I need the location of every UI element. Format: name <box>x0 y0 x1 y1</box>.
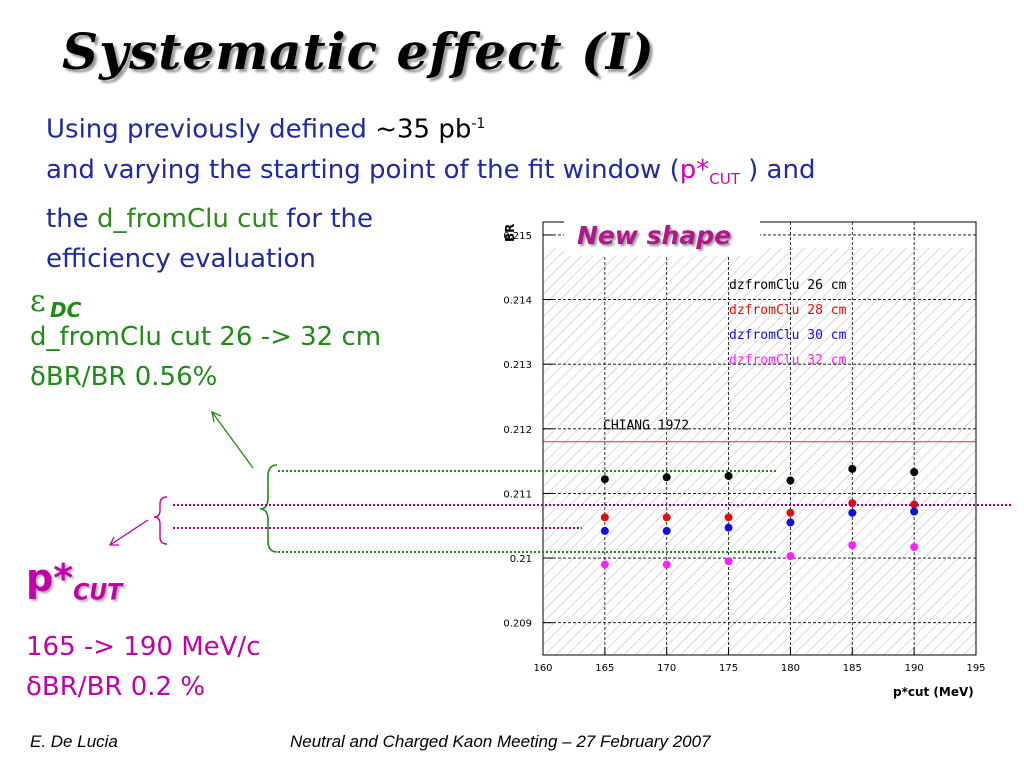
reference-line-label: CHIANG 1972 <box>603 419 689 434</box>
edc-brace <box>259 464 278 553</box>
x-tick-label: 195 <box>966 663 985 674</box>
x-tick-label: 180 <box>781 663 800 674</box>
y-tick-label: 0.21 <box>510 554 532 565</box>
y-axis-label: BR <box>503 224 517 242</box>
x-tick-label: 170 <box>657 663 676 674</box>
data-point <box>724 471 733 480</box>
data-point <box>662 560 671 569</box>
data-point <box>600 475 609 484</box>
y-tick-label: 0.214 <box>503 296 532 307</box>
plot-grid <box>543 222 976 655</box>
data-point <box>848 508 857 517</box>
edc-cut-range: d_fromClu cut 26 -> 32 cm <box>30 322 382 352</box>
y-tick-label: 0.213 <box>503 360 532 371</box>
legend-entry: dzfromClu 30 cm <box>729 328 847 343</box>
data-point <box>724 557 733 566</box>
edc-arrow <box>211 411 254 469</box>
data-point <box>662 513 671 522</box>
data-point <box>786 476 795 485</box>
legend-entry: dzfromClu 32 cm <box>729 353 847 368</box>
plot-hatch-area <box>543 248 976 655</box>
data-point <box>724 513 733 522</box>
legend-entry: dzfromClu 28 cm <box>729 303 847 318</box>
footer-author: E. De Lucia <box>30 732 118 751</box>
x-axis-label: p*cut (MeV) <box>893 685 974 699</box>
data-point <box>786 518 795 527</box>
data-point <box>848 541 857 550</box>
new-shape-badge: New shape <box>577 221 731 250</box>
intro-line-3: the d_fromClu cut for the <box>46 203 373 234</box>
intro-text: Using previously defined ~35 pb-1 and va… <box>46 104 1006 279</box>
pcut-brace <box>153 496 168 545</box>
data-point <box>910 543 919 552</box>
y-axis-ticks: 0.209 0.21 0.211 0.212 0.213 0.214 0.215 <box>503 231 553 630</box>
x-tick-label: 175 <box>719 663 738 674</box>
chart-legend: dzfromClu 26 cm dzfromClu 28 cm dzfromClu … <box>729 278 847 368</box>
edc-systematic: δBR/BR 0.56% <box>30 362 218 392</box>
edc-arrowhead <box>211 410 222 423</box>
edc-subscript: DC <box>50 298 82 322</box>
data-point <box>786 552 795 561</box>
pcut-arrow <box>109 519 149 546</box>
intro-line-4: efficiency evaluation <box>46 243 316 274</box>
x-tick-label: 185 <box>843 663 862 674</box>
legend-entry: dzfromClu 26 cm <box>729 278 847 293</box>
x-tick-label: 165 <box>595 663 614 674</box>
pcut-label: p*CUT <box>26 556 123 606</box>
data-point <box>600 513 609 522</box>
slide-title: Systematic effect (I) <box>62 22 655 81</box>
data-point <box>600 526 609 535</box>
y-tick-label: 0.211 <box>503 489 532 500</box>
x-tick-label: 160 <box>533 663 552 674</box>
x-axis-ticks: 160 165 170 175 180 185 190 195 <box>533 647 986 674</box>
data-point <box>724 523 733 532</box>
y-tick-label: 0.212 <box>503 425 532 436</box>
data-point <box>910 507 919 516</box>
intro-line-2: and varying the starting point of the fi… <box>46 154 816 188</box>
data-point <box>786 508 795 517</box>
footer-meeting: Neutral and Charged Kaon Meeting – 27 Fe… <box>290 732 711 751</box>
pcut-range: 165 -> 190 MeV/c <box>26 632 261 662</box>
edc-symbol: ε <box>30 284 46 319</box>
y-tick-label: 0.209 <box>503 619 532 630</box>
new-shape-badge-bg <box>564 212 760 256</box>
data-point <box>662 473 671 482</box>
y-tick-label: 0.215 <box>503 231 532 242</box>
pcut-arrowhead <box>108 536 119 546</box>
x-tick-label: 190 <box>905 663 924 674</box>
data-point <box>910 468 919 477</box>
chart-points <box>600 464 919 569</box>
data-point <box>848 464 857 473</box>
intro-line-1: Using previously defined ~35 pb-1 <box>46 114 486 145</box>
data-point <box>662 526 671 535</box>
data-point <box>600 560 609 569</box>
pcut-systematic: δBR/BR 0.2 % <box>26 672 206 702</box>
